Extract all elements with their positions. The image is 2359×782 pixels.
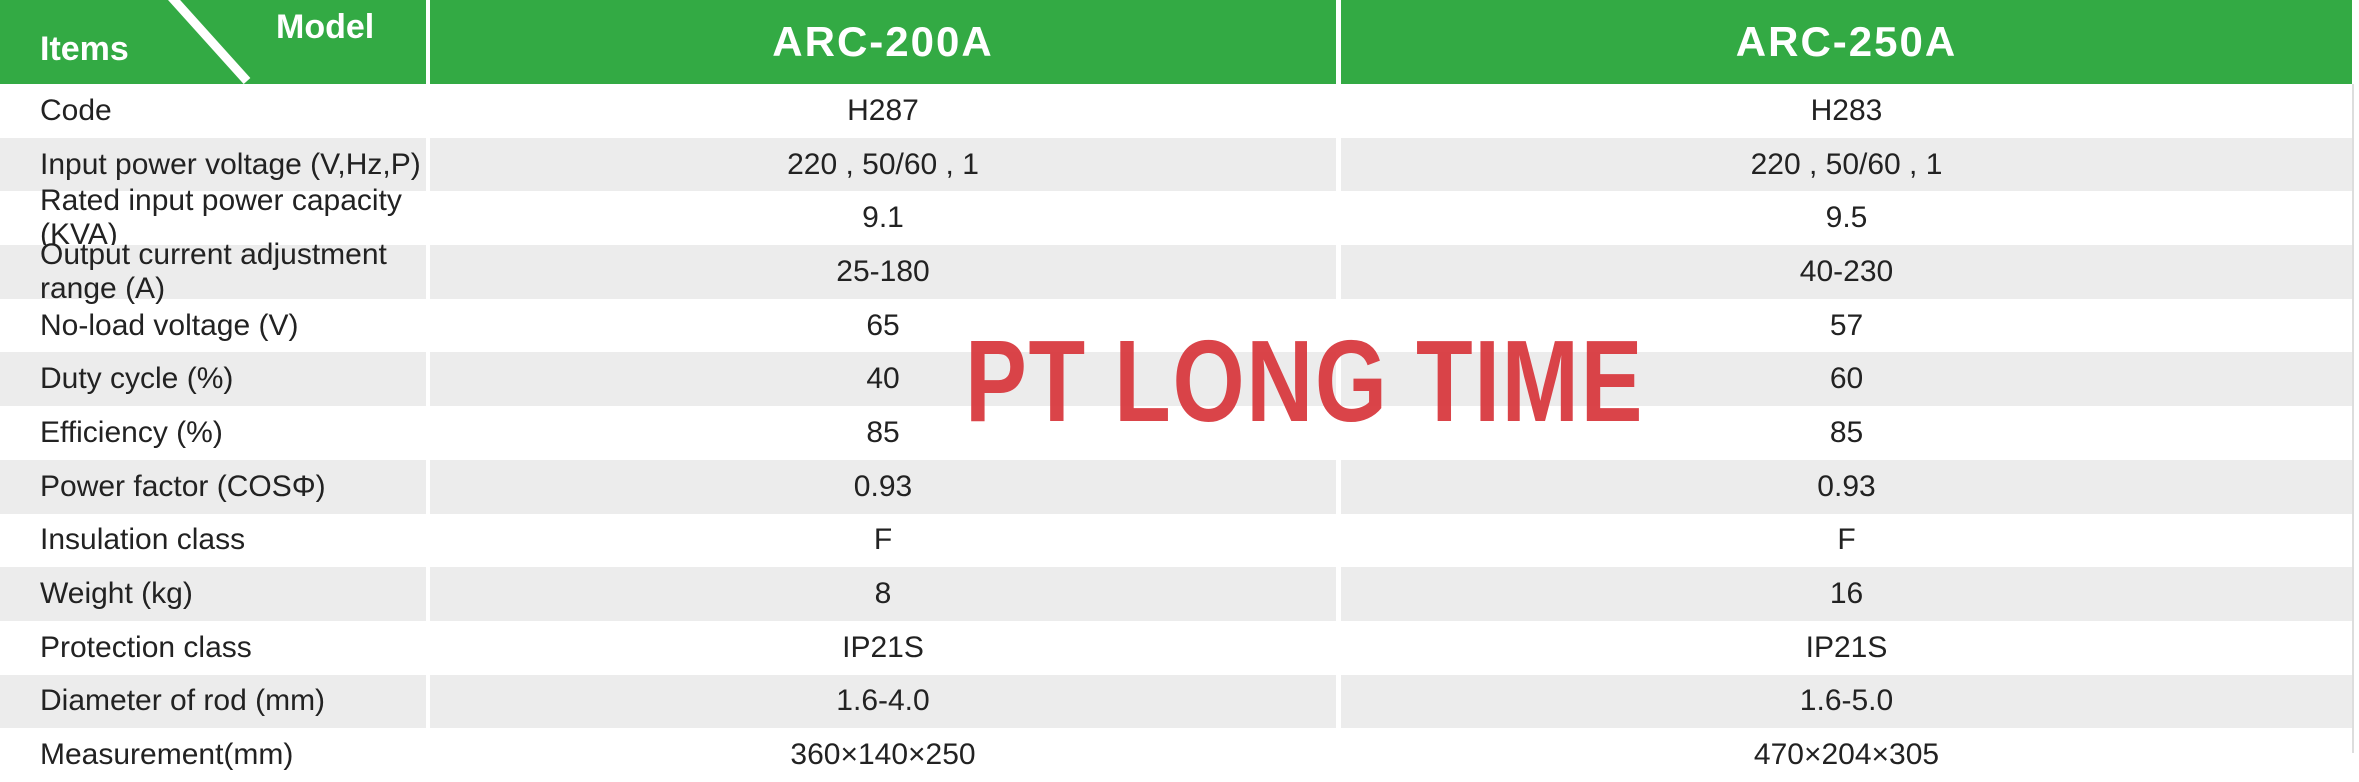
row-label: Efficiency (%) <box>40 415 223 449</box>
row-value: 16 <box>1341 567 2352 621</box>
table-row: Duty cycle (%) 40 60 <box>0 352 2352 407</box>
row-value: 220 , 50/60 , 1 <box>1341 137 2352 192</box>
row-value: 85 <box>866 415 900 449</box>
row-value: 0.93 <box>1341 459 2352 514</box>
row-label: No-load voltage (V) <box>40 308 299 342</box>
row-label: Code <box>40 93 112 127</box>
row-value: 85 <box>1829 415 1864 449</box>
row-value: 60 <box>1341 352 2352 407</box>
table-row: Diameter of rod (mm) 1.6-4.0 1.6-5.0 <box>0 674 2352 729</box>
row-value: 1.6-4.0 <box>430 674 1336 729</box>
table-row: Input power voltage (V,Hz,P) 220 , 50/60 … <box>0 137 2352 192</box>
row-value: F <box>873 523 893 557</box>
row-label: Insulation class <box>40 523 246 557</box>
row-label: Protection class <box>40 630 252 664</box>
row-value: IP21S <box>842 630 924 664</box>
row-value: 40 <box>430 352 1336 407</box>
items-label: Items <box>40 30 129 68</box>
model-label: Model <box>276 8 375 46</box>
table-row: Power factor (COSΦ) 0.93 0.93 <box>0 459 2352 514</box>
row-value: 65 <box>866 308 900 342</box>
row-value: 9.1 <box>862 201 904 235</box>
header-model-1: ARC-200A <box>430 0 1336 84</box>
table-row: Code H287 H283 <box>0 84 2352 138</box>
watermark: PT LONG TIME <box>965 316 1645 446</box>
row-value: 470×204×305 <box>1753 738 1940 772</box>
row-label: Output current adjustment range (A) <box>0 238 426 305</box>
header-model-2: ARC-250A <box>1341 0 2352 84</box>
row-value: 0.93 <box>430 459 1336 514</box>
row-value: 220 , 50/60 , 1 <box>430 137 1336 192</box>
row-value: 57 <box>1829 308 1864 342</box>
row-value: IP21S <box>1805 630 1888 664</box>
row-label: Weight (kg) <box>0 567 426 621</box>
row-value: 9.5 <box>1825 201 1868 235</box>
row-value: H283 <box>1810 93 1883 127</box>
spec-table: Code H287 H283 Input power voltage (V,Hz,P)… <box>0 84 2352 782</box>
model-name: ARC-250A <box>1735 18 1958 65</box>
row-value: H287 <box>847 93 919 127</box>
row-label: Power factor (COSΦ) <box>0 459 426 514</box>
row-value: 1.6-5.0 <box>1341 674 2352 729</box>
table-row: Rated input power capacity (KVA) 9.1 9.5 <box>0 184 2352 252</box>
row-value: F <box>1837 523 1856 557</box>
row-value: 8 <box>430 567 1336 621</box>
row-value: 360×140×250 <box>790 738 976 772</box>
model-name: ARC-200A <box>772 18 994 65</box>
table-row: Insulation class F F <box>0 514 2352 568</box>
table-edge <box>2352 84 2354 753</box>
row-label: Input power voltage (V,Hz,P) <box>0 137 426 192</box>
row-label: Diameter of rod (mm) <box>0 674 426 729</box>
row-value: 25-180 <box>430 245 1336 299</box>
row-label: Rated input power capacity (KVA) <box>40 184 402 252</box>
table-row: Measurement(mm) 360×140×250 470×204×305 <box>0 728 2352 782</box>
table-row: Protection class IP21S IP21S <box>0 621 2352 675</box>
row-label: Measurement(mm) <box>40 738 294 772</box>
table-row: No-load voltage (V) 65 57 <box>0 299 2352 353</box>
table-row: Weight (kg) 8 16 <box>0 567 2352 621</box>
diagonal-divider <box>150 0 251 84</box>
header-items-model: Items Model <box>0 0 426 84</box>
row-value: 40-230 <box>1341 245 2352 299</box>
row-label: Duty cycle (%) <box>0 352 426 407</box>
table-row: Output current adjustment range (A) 25-18… <box>0 238 2352 305</box>
table-row: Efficiency (%) 85 85 <box>0 406 2352 460</box>
